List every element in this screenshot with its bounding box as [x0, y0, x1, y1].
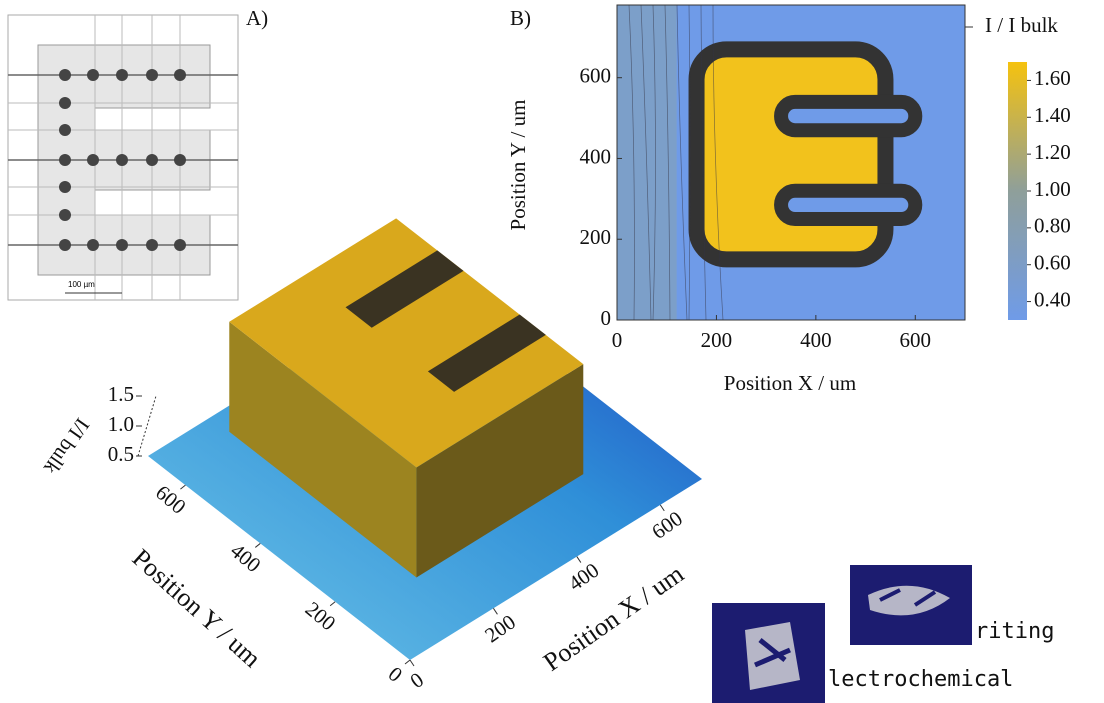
z-axis [137, 395, 157, 457]
y-tick-label: 0 [601, 306, 612, 330]
logo-word: lectrochemical [828, 667, 1013, 692]
x-tick-label: 0 [406, 667, 428, 693]
x-tick-label: 0 [612, 328, 623, 352]
contour-line [628, 4, 635, 321]
surface-plot [136, 218, 702, 667]
x-tick-label: 600 [900, 328, 932, 352]
x-tick-label: 200 [480, 610, 520, 648]
y-tick-label: 200 [580, 225, 612, 249]
contour-line [652, 4, 656, 321]
contour-line [676, 4, 688, 321]
y-tick [329, 601, 336, 607]
panel-label: A) [246, 6, 268, 30]
heatmap [616, 4, 966, 321]
z-axis-label: I/I bulk [39, 414, 95, 479]
x-tick-label: 600 [647, 506, 687, 544]
panel-label: B) [510, 6, 531, 30]
x-tick-label: 400 [800, 328, 832, 352]
colorbar-tick-label: 0.80 [1034, 214, 1071, 238]
x-tick [576, 556, 582, 563]
z-tick-label: 1.5 [108, 382, 134, 406]
y-tick [254, 543, 261, 548]
y-axis-label: Position Y / um [506, 100, 530, 231]
x-axis-label: Position X / um [538, 559, 689, 677]
colorbar-tick-label: 1.00 [1034, 177, 1071, 201]
contour-line [700, 4, 707, 321]
z-tick-label: 1.0 [108, 412, 134, 436]
block-notch [345, 250, 464, 328]
plot-frame [616, 4, 966, 321]
z-tick-label: 0.5 [108, 442, 134, 466]
y-tick-label: 600 [580, 64, 612, 88]
x-axis-label: Position X / um [724, 371, 856, 395]
panel-a-diagram [7, 14, 239, 301]
y-tick [180, 484, 186, 490]
contour-line [688, 4, 691, 321]
heatmap-e-notch [774, 183, 923, 227]
colorbar-tick-label: 0.60 [1034, 251, 1071, 275]
block-top [229, 218, 584, 468]
block-side [416, 364, 584, 578]
x-tick [493, 608, 498, 615]
x-tick [659, 504, 665, 512]
contour-line [664, 4, 671, 321]
block-side [229, 321, 417, 578]
colorbar-tick-label: 1.20 [1034, 140, 1071, 164]
y-tick [404, 659, 411, 665]
x-tick-label: 200 [701, 328, 733, 352]
contour-line [640, 4, 652, 321]
scale-bar-label: 100 µm [68, 280, 95, 289]
y-tick-label: 400 [580, 144, 612, 168]
colorbar-title: I / I bulk [985, 13, 1058, 37]
logo [712, 565, 972, 703]
colorbar-tick-label: 0.40 [1034, 287, 1071, 311]
x-tick-label: 400 [564, 558, 604, 596]
colorbar-tick-label: 1.60 [1034, 66, 1071, 90]
heatmap-e-notch [774, 94, 923, 138]
y-tick-label: 0 [384, 662, 407, 687]
heatmap-e-body [688, 41, 894, 268]
colorbar-tick-label: 1.40 [1034, 103, 1071, 127]
colorbar [1008, 62, 1027, 320]
contour-line [712, 4, 724, 321]
block-notch [427, 314, 546, 392]
logo-word: riting [975, 619, 1054, 644]
x-tick [409, 659, 415, 667]
